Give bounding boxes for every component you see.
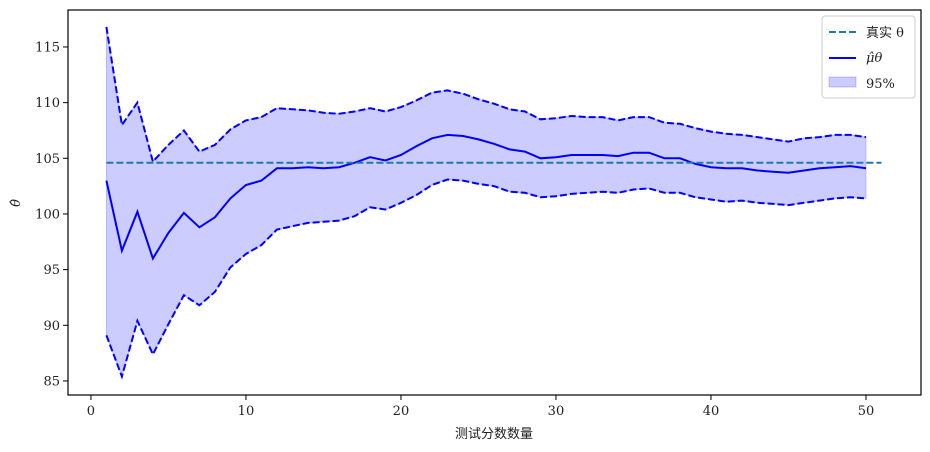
x-axis-label: 测试分数数量 [455, 427, 533, 442]
y-axis-ticks: 85 90 95 100 105 110 115 [35, 40, 68, 389]
x-axis-ticks: 0 10 20 30 40 50 [87, 395, 874, 419]
legend-band-label: 95% [866, 77, 895, 92]
x-tick-label: 50 [858, 404, 875, 419]
legend-band-swatch [828, 76, 857, 88]
legend-box [821, 15, 916, 99]
plot-frame [67, 9, 922, 396]
x-tick-label: 30 [548, 404, 565, 419]
x-tick-label: 40 [703, 404, 720, 419]
mean-estimate-line [105, 133, 867, 261]
y-tick-label: 100 [35, 207, 60, 222]
legend-true-theta-label: 真实 θ [866, 26, 904, 41]
lower-bound-line [105, 178, 867, 380]
x-tick-label: 20 [393, 404, 410, 419]
y-axis-label: θ̂ [9, 199, 24, 207]
y-tick-label: 105 [35, 152, 60, 167]
x-tick-label: 10 [238, 404, 255, 419]
y-tick-label: 90 [43, 319, 60, 334]
x-tick-label: 0 [87, 404, 95, 419]
legend: 真实 θ μ̂θ 95% [821, 15, 916, 99]
y-tick-label: 95 [43, 263, 60, 278]
legend-mean-label: μ̂θ [866, 51, 882, 66]
upper-bound-line [105, 26, 867, 164]
y-tick-label: 115 [35, 40, 60, 55]
plot-area [105, 26, 882, 380]
y-tick-label: 85 [43, 374, 60, 389]
y-tick-label: 110 [35, 96, 60, 111]
svg-text:θ̂: θ̂ [9, 199, 24, 207]
